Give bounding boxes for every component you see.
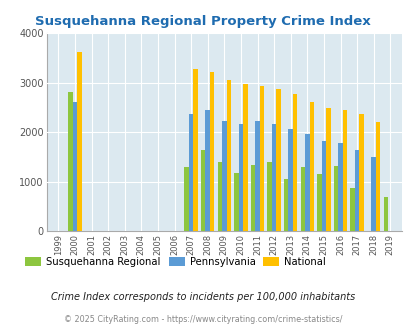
Text: Susquehanna Regional Property Crime Index: Susquehanna Regional Property Crime Inde… — [35, 15, 370, 28]
Bar — [267, 162, 271, 231]
Bar — [255, 121, 259, 231]
Bar — [217, 162, 222, 231]
Bar — [300, 167, 304, 231]
Bar — [243, 84, 247, 231]
Text: Crime Index corresponds to incidents per 100,000 inhabitants: Crime Index corresponds to incidents per… — [51, 292, 354, 302]
Bar — [321, 142, 325, 231]
Bar — [309, 102, 313, 231]
Bar — [68, 92, 72, 231]
Bar — [205, 110, 209, 231]
Bar — [271, 124, 276, 231]
Bar — [316, 174, 321, 231]
Bar — [354, 150, 358, 231]
Bar — [304, 134, 309, 231]
Bar — [72, 102, 77, 231]
Bar — [184, 167, 188, 231]
Bar — [333, 166, 337, 231]
Bar — [358, 114, 363, 231]
Bar — [250, 165, 255, 231]
Bar — [238, 124, 243, 231]
Bar — [288, 129, 292, 231]
Bar — [259, 86, 264, 231]
Text: © 2025 CityRating.com - https://www.cityrating.com/crime-statistics/: © 2025 CityRating.com - https://www.city… — [64, 315, 341, 324]
Bar — [350, 188, 354, 231]
Bar — [226, 80, 230, 231]
Bar — [337, 143, 342, 231]
Bar — [209, 72, 214, 231]
Bar — [276, 89, 280, 231]
Bar — [200, 150, 205, 231]
Bar — [375, 122, 379, 231]
Bar — [371, 157, 375, 231]
Bar — [188, 114, 193, 231]
Bar — [292, 94, 297, 231]
Bar — [193, 69, 197, 231]
Legend: Susquehanna Regional, Pennsylvania, National: Susquehanna Regional, Pennsylvania, Nati… — [21, 252, 329, 271]
Bar — [383, 197, 387, 231]
Bar — [77, 52, 81, 231]
Bar — [325, 108, 330, 231]
Bar — [222, 121, 226, 231]
Bar — [342, 110, 346, 231]
Bar — [234, 173, 238, 231]
Bar — [283, 179, 288, 231]
